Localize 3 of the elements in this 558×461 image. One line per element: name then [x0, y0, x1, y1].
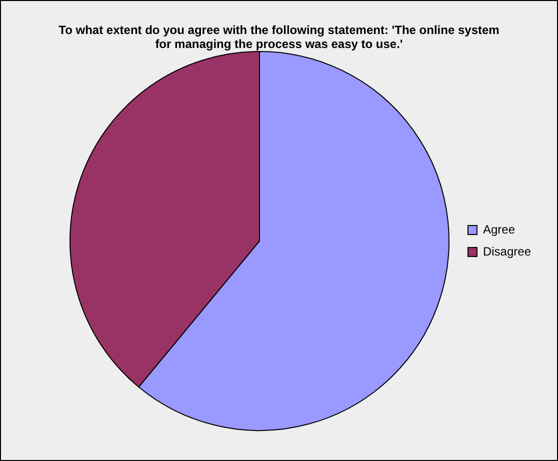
legend-label: Disagree [482, 244, 532, 258]
legend-label: Agree [482, 222, 516, 236]
chart-title: To what extent do you agree with the following statement: 'The online system for managing the process was easy to use.' [58, 23, 500, 51]
